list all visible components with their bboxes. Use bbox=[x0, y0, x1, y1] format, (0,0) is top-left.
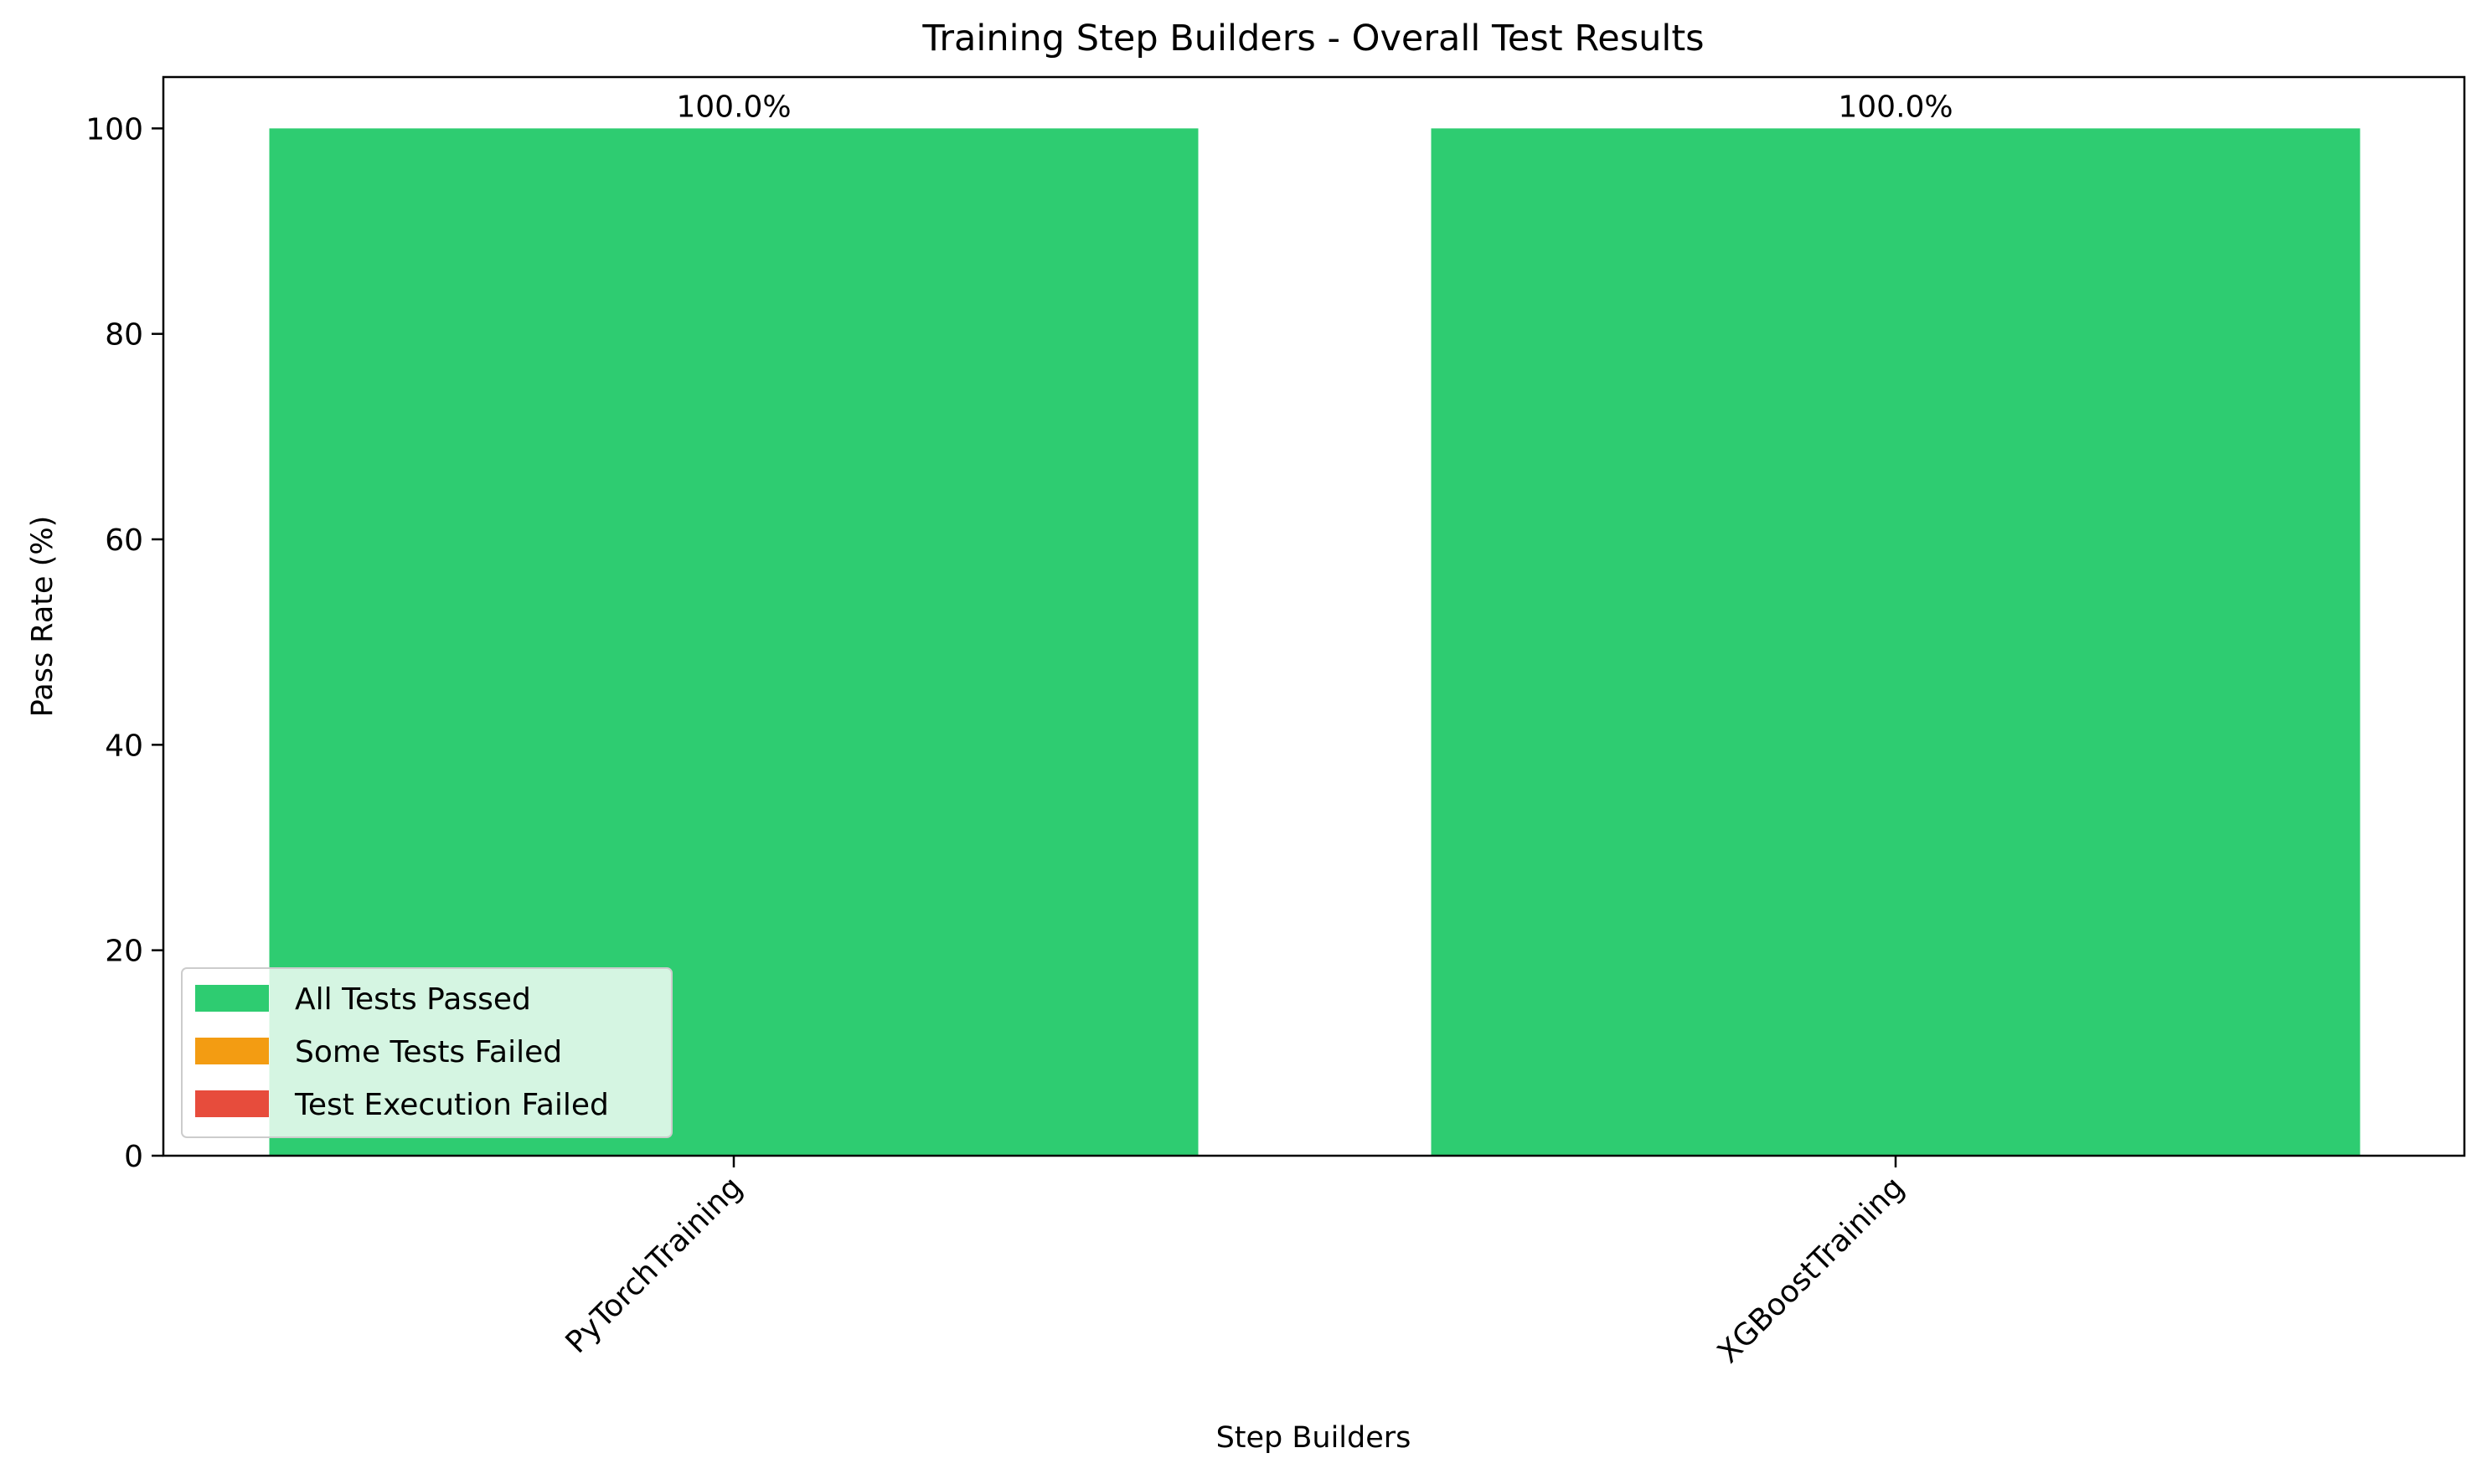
legend-label: Test Execution Failed bbox=[294, 1088, 609, 1122]
legend-label: All Tests Passed bbox=[295, 982, 531, 1017]
legend-frame bbox=[181, 967, 673, 1138]
y-axis-label: Pass Rate (%) bbox=[26, 516, 59, 718]
legend: All Tests Passed Some Tests Failed Test Ex… bbox=[181, 967, 673, 1138]
legend-swatch bbox=[195, 985, 269, 1012]
data-labels-layer: 100.0% 100.0% bbox=[676, 90, 1953, 124]
chart-title: Training Step Builders - Overall Test Re… bbox=[921, 18, 1704, 59]
data-label: 100.0% bbox=[676, 90, 791, 124]
y-tick-label: 100 bbox=[85, 112, 143, 147]
bar-xgboosttraining bbox=[1431, 128, 2361, 1156]
legend-swatch bbox=[195, 1038, 269, 1064]
legend-entries: All Tests Passed Some Tests Failed Test Ex… bbox=[195, 982, 609, 1122]
y-tick-label: 40 bbox=[105, 729, 143, 763]
y-tick-label: 0 bbox=[124, 1140, 143, 1174]
legend-label: Some Tests Failed bbox=[295, 1035, 562, 1069]
x-axis-label: Step Builders bbox=[1216, 1421, 1411, 1455]
legend-swatch bbox=[195, 1090, 269, 1117]
bars-layer bbox=[269, 128, 2361, 1156]
data-label: 100.0% bbox=[1838, 90, 1953, 124]
y-axis: 0 20 40 60 80 100 bbox=[85, 112, 163, 1174]
y-tick-label: 60 bbox=[105, 523, 143, 558]
y-tick-label: 20 bbox=[105, 935, 143, 969]
y-tick-label: 80 bbox=[105, 318, 143, 353]
plot-frame bbox=[162, 75, 2466, 1157]
